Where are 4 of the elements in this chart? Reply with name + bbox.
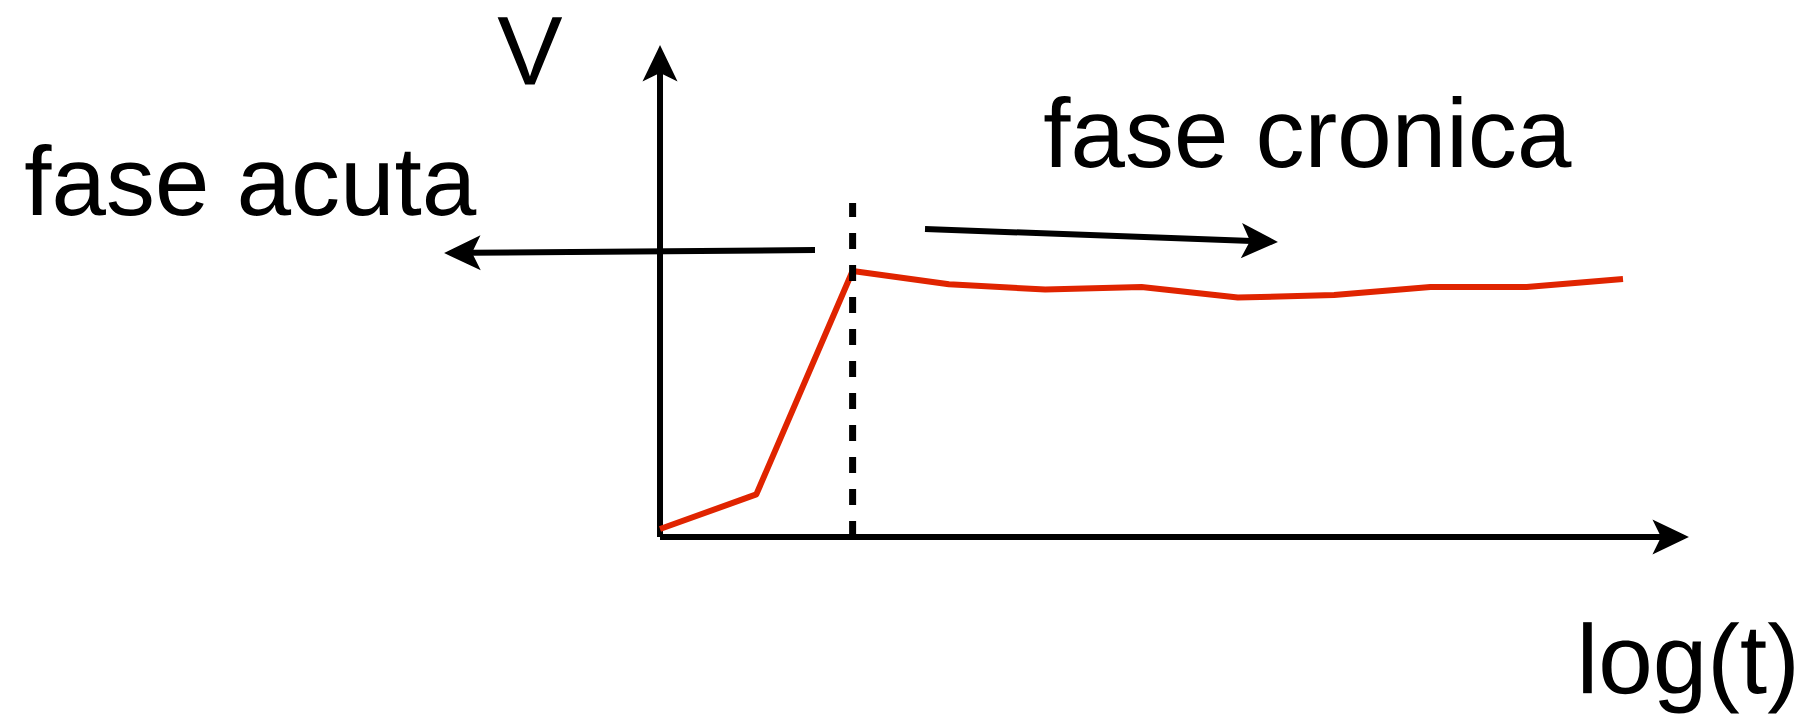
text: fase cronica: [1044, 95, 1572, 168]
x-axis-title: log(t): [1583, 622, 1794, 714]
text: fase acuta: [25, 144, 477, 216]
y-axis-title: V: [497, 17, 563, 85]
